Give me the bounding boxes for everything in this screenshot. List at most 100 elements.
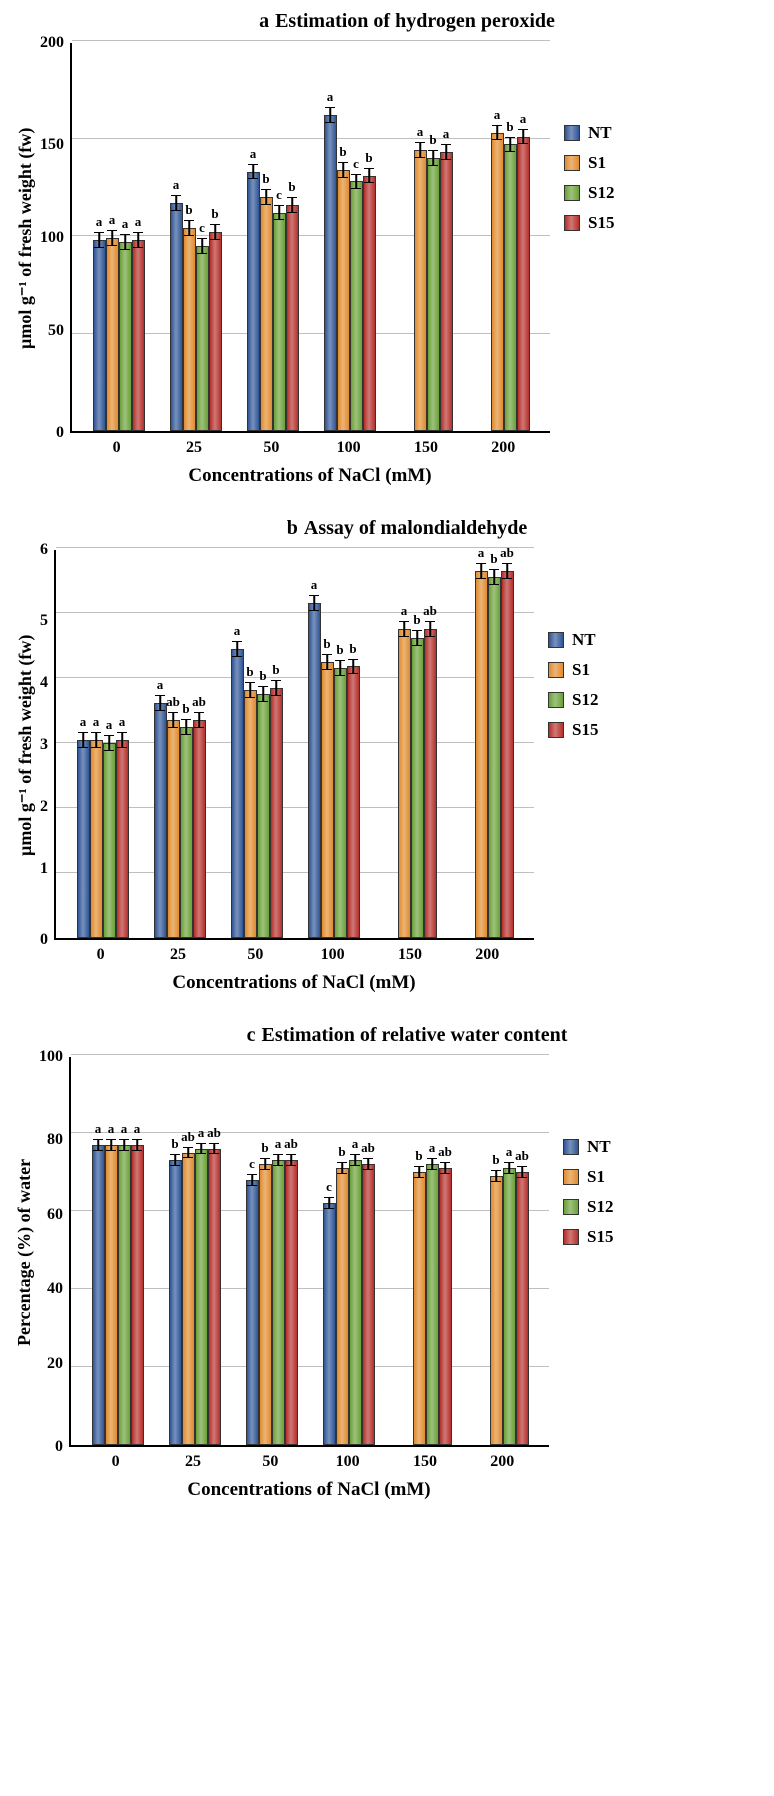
significance-label: a	[327, 89, 334, 105]
significance-label: b	[365, 150, 372, 166]
legend-item-NT: NT	[563, 1137, 613, 1157]
legend-item-S15: S15	[548, 720, 598, 740]
error-bar	[338, 162, 348, 178]
error-bar	[104, 735, 114, 751]
bar-wrap: a	[77, 740, 90, 938]
significance-label: ab	[181, 1129, 195, 1145]
panel-title-text: Estimation of hydrogen peroxide	[275, 10, 555, 32]
y-tick-label: 100	[40, 229, 64, 247]
error-bar	[491, 1170, 501, 1182]
bar-S15	[208, 1149, 221, 1445]
error-bar	[168, 712, 178, 728]
significance-label: b	[259, 668, 266, 684]
error-bar	[492, 125, 502, 141]
panel-title-text: Estimation of relative water content	[262, 1024, 568, 1046]
legend-item-S1: S1	[564, 153, 614, 173]
error-bar	[335, 660, 345, 676]
bar-S12	[180, 727, 193, 938]
error-bar	[412, 630, 422, 646]
error-bar	[322, 654, 332, 670]
error-bar	[132, 1139, 142, 1151]
bar-wrap: a	[398, 629, 411, 938]
x-tick-label: 150	[384, 946, 436, 964]
error-bar	[248, 164, 258, 180]
bar-S15	[424, 629, 437, 938]
bar-wrap: a	[308, 603, 321, 938]
bar-wrap: ab	[285, 1160, 298, 1445]
significance-label: a	[520, 111, 527, 127]
bar-NT	[231, 649, 244, 938]
error-bar	[351, 174, 361, 190]
error-bar	[247, 1174, 257, 1186]
bar-wrap: b	[363, 176, 376, 431]
bar-group: abab	[462, 571, 514, 938]
legend-label: S1	[587, 1167, 605, 1187]
bar-wrap: b	[209, 232, 222, 431]
significance-label: b	[336, 642, 343, 658]
x-tick-label: 200	[477, 439, 529, 457]
legend-label: S15	[587, 1227, 613, 1247]
legend-swatch	[564, 215, 580, 231]
legend-swatch	[564, 125, 580, 141]
error-bar	[94, 232, 104, 248]
bar-wrap: a	[92, 1145, 105, 1445]
error-bar	[363, 1158, 373, 1170]
error-bar	[428, 150, 438, 166]
significance-label: a	[119, 714, 126, 730]
significance-label: ab	[192, 694, 206, 710]
bar-wrap: b	[413, 1172, 426, 1445]
significance-label: a	[93, 714, 100, 730]
bar-S12	[488, 577, 501, 938]
legend-label: S1	[588, 153, 606, 173]
x-tick-label: 0	[75, 946, 127, 964]
bar-group: cbaab	[246, 1160, 298, 1445]
bar-S12	[504, 144, 517, 431]
bar-wrap: a	[324, 115, 337, 431]
x-ticks: 02550100150200	[54, 940, 534, 964]
y-ticks: 6543210	[40, 550, 54, 940]
significance-label: ab	[423, 603, 437, 619]
bar-S15	[347, 666, 360, 938]
bar-wrap: a	[105, 1145, 118, 1445]
error-bar	[440, 1162, 450, 1174]
bar-S15	[501, 571, 514, 938]
significance-label: a	[157, 677, 164, 693]
plot-block: aaaaabcbabcbabcbabaaba02550100150200Conc…	[70, 43, 550, 487]
bar-group: aaaa	[77, 740, 129, 938]
bar-S1	[491, 133, 504, 431]
y-axis-label: µmol g⁻¹ of fresh weight (fw)	[10, 550, 40, 940]
significance-label: c	[353, 156, 359, 172]
error-bar	[415, 142, 425, 158]
bar-wrap: b	[334, 668, 347, 938]
bar-wrap: ab	[167, 720, 180, 938]
error-bar	[232, 641, 242, 657]
error-bar	[399, 621, 409, 637]
legend-item-S1: S1	[548, 660, 598, 680]
significance-label: c	[276, 187, 282, 203]
bar-group: aabbab	[154, 703, 206, 938]
bar-wrap: b	[488, 577, 501, 938]
y-tick-label: 200	[40, 34, 64, 52]
x-ticks: 02550100150200	[69, 1447, 549, 1471]
bar-wrap: ab	[501, 571, 514, 938]
plot-block: aaaaaabbababbbabbbabababab02550100150200…	[54, 550, 534, 994]
error-bar	[181, 719, 191, 735]
legend-label: S15	[588, 213, 614, 233]
x-tick-label: 150	[399, 1453, 451, 1471]
error-bar	[286, 1154, 296, 1166]
bar-wrap: a	[440, 152, 453, 431]
y-axis-label: µmol g⁻¹ of fresh weight (fw)	[10, 43, 40, 433]
x-tick-label: 200	[476, 1453, 528, 1471]
bar-wrap: b	[347, 666, 360, 938]
significance-label: c	[199, 220, 205, 236]
bar-group: aaaa	[92, 1145, 144, 1445]
bar-wrap: b	[286, 205, 299, 431]
panel-prefix: a	[259, 10, 269, 32]
legend-item-NT: NT	[548, 630, 598, 650]
legend-swatch	[563, 1139, 579, 1155]
bar-NT	[92, 1145, 105, 1445]
significance-label: a	[250, 146, 257, 162]
x-axis-label: Concentrations of NaCl (mM)	[70, 465, 550, 487]
plot-block: aaaababaabcbaabcbaabbaabbaab025501001502…	[69, 1057, 549, 1501]
bar-NT	[246, 1180, 259, 1445]
